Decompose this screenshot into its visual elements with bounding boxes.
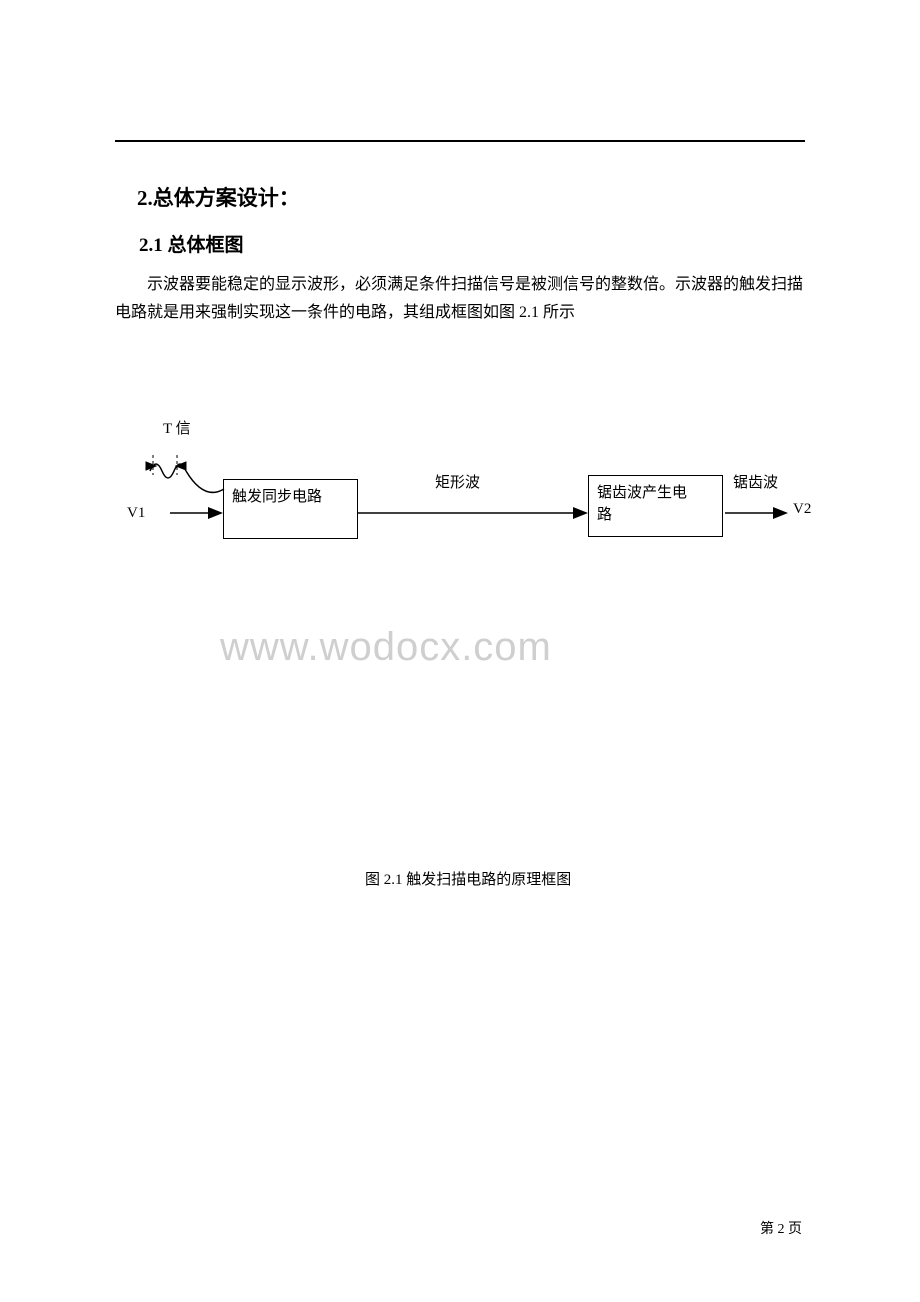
input-v1-label: V1 (127, 505, 145, 522)
box-sawtooth-line1: 锯齿波产生电 (597, 485, 687, 501)
box-trigger-sync: 触发同步电路 (223, 479, 358, 539)
watermark-text: www.wodocx.com (220, 625, 552, 670)
figure-caption: 图 2.1 触发扫描电路的原理框图 (365, 868, 571, 889)
block-diagram: T 信 V1 触发同步电路 矩形波 锯齿波产生电 路 锯齿波 V2 (115, 417, 805, 607)
box-trigger-sync-text: 触发同步电路 (232, 489, 322, 505)
t-signal-label: T 信 (163, 417, 191, 438)
box-sawtooth-gen: 锯齿波产生电 路 (588, 475, 723, 537)
page-number: 第 2 页 (760, 1218, 802, 1238)
heading-2: 2.1 总体框图 (139, 230, 805, 257)
output-v2-label: V2 (793, 501, 811, 518)
top-rule (115, 140, 805, 142)
heading-1: 2.总体方案设计： (137, 182, 805, 212)
square-wave-label: 矩形波 (435, 471, 480, 492)
paragraph-1: 示波器要能稳定的显示波形，必须满足条件扫描信号是被测信号的整数倍。示波器的触发扫… (115, 271, 805, 327)
sawtooth-out-label: 锯齿波 (733, 471, 778, 492)
box-sawtooth-line2: 路 (597, 507, 612, 523)
